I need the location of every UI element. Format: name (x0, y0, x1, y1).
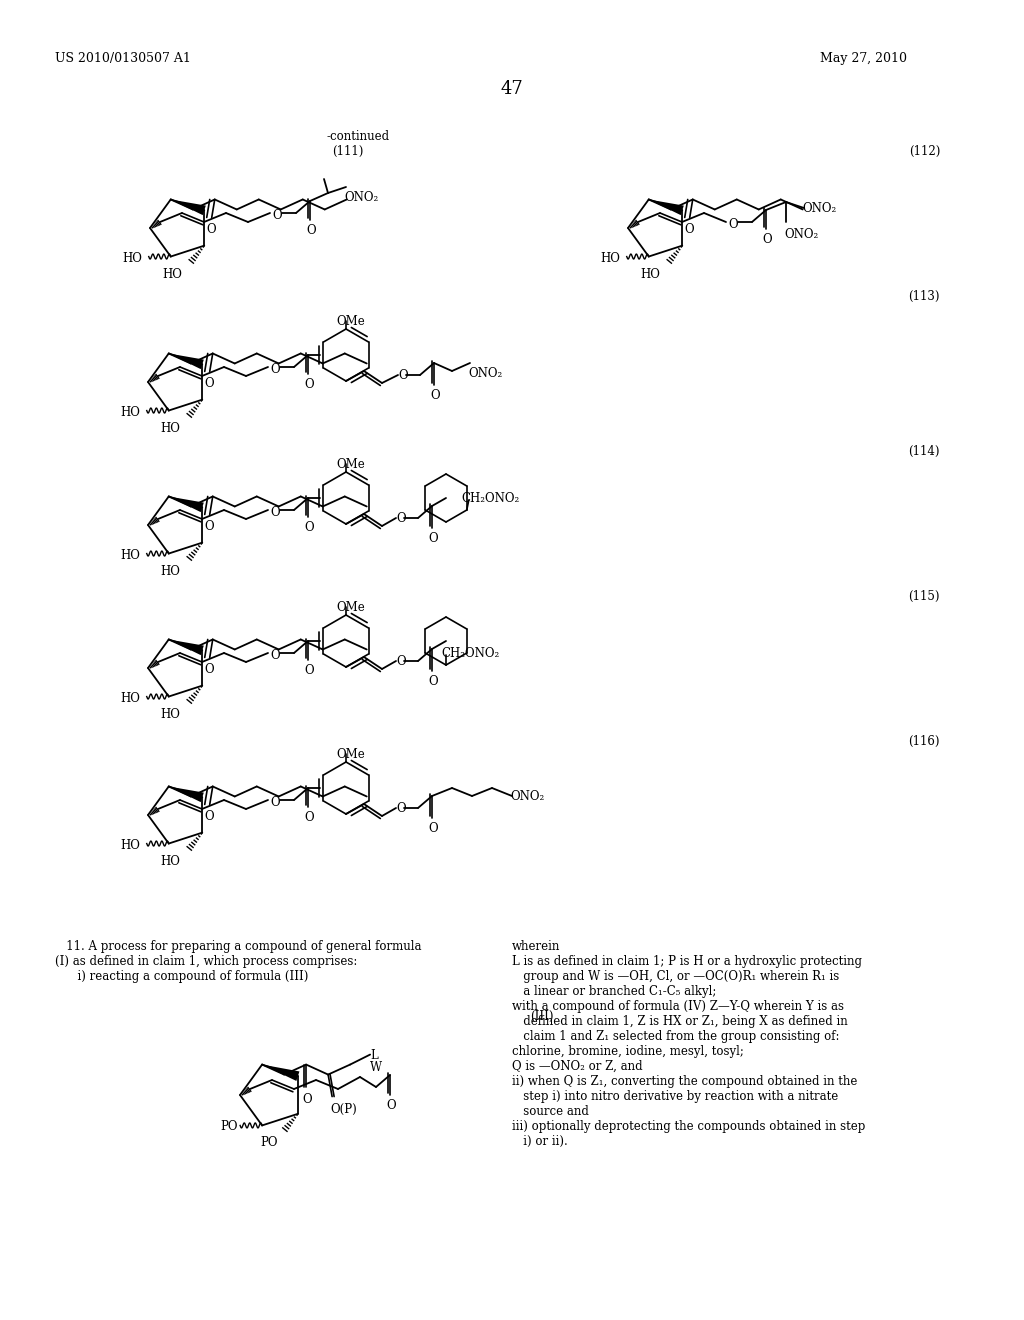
Text: ONO₂: ONO₂ (344, 191, 378, 205)
Text: i) or ii).: i) or ii). (512, 1135, 567, 1148)
Text: O: O (304, 664, 313, 677)
Text: O: O (302, 1093, 311, 1106)
Text: O(P): O(P) (330, 1102, 356, 1115)
Text: with a compound of formula (IV) Z—Y-Q wherein Y is as: with a compound of formula (IV) Z—Y-Q wh… (512, 1001, 844, 1012)
Text: -continued: -continued (327, 129, 389, 143)
Polygon shape (171, 199, 206, 215)
Text: O: O (205, 664, 214, 676)
Text: HO: HO (601, 252, 621, 264)
Text: HO: HO (121, 405, 140, 418)
Text: O: O (428, 675, 437, 688)
Text: (114): (114) (908, 445, 940, 458)
Text: O: O (728, 218, 737, 231)
Text: CH₂ONO₂: CH₂ONO₂ (462, 492, 520, 506)
Text: (III): (III) (530, 1010, 554, 1023)
Text: ONO₂: ONO₂ (468, 367, 502, 380)
Text: HO: HO (123, 252, 142, 264)
Text: O: O (306, 224, 315, 238)
Text: O: O (304, 378, 313, 391)
Text: HO: HO (121, 692, 140, 705)
Text: L: L (370, 1048, 378, 1061)
Text: HO: HO (161, 565, 180, 578)
Text: US 2010/0130507 A1: US 2010/0130507 A1 (55, 51, 190, 65)
Text: a linear or branched C₁-C₅ alkyl;: a linear or branched C₁-C₅ alkyl; (512, 985, 717, 998)
Text: step i) into nitro derivative by reaction with a nitrate: step i) into nitro derivative by reactio… (512, 1090, 839, 1104)
Text: O: O (685, 223, 694, 236)
Text: (111): (111) (333, 145, 364, 158)
Text: O: O (398, 370, 408, 381)
Text: PO: PO (220, 1121, 238, 1134)
Text: W: W (370, 1061, 382, 1074)
Text: HO: HO (161, 421, 180, 434)
Text: HO: HO (161, 708, 180, 721)
Text: (112): (112) (908, 145, 940, 158)
Text: O: O (270, 506, 280, 519)
Text: (113): (113) (908, 290, 940, 304)
Text: CH₂ONO₂: CH₂ONO₂ (441, 647, 500, 660)
Text: i) reacting a compound of formula (III): i) reacting a compound of formula (III) (55, 970, 308, 983)
Polygon shape (169, 787, 204, 803)
Text: O: O (270, 649, 280, 663)
Text: O: O (396, 803, 406, 814)
Text: O: O (205, 378, 214, 391)
Polygon shape (169, 354, 204, 370)
Text: O: O (396, 655, 406, 668)
Text: O: O (386, 1100, 395, 1111)
Text: O: O (207, 223, 216, 236)
Text: iii) optionally deprotecting the compounds obtained in step: iii) optionally deprotecting the compoun… (512, 1119, 865, 1133)
Text: L is as defined in claim 1; P is H or a hydroxylic protecting: L is as defined in claim 1; P is H or a … (512, 954, 862, 968)
Text: defined in claim 1, Z is HX or Z₁, being X as defined in: defined in claim 1, Z is HX or Z₁, being… (512, 1015, 848, 1028)
Text: ONO₂: ONO₂ (510, 789, 544, 803)
Text: ONO₂: ONO₂ (784, 228, 818, 242)
Text: PO: PO (260, 1135, 278, 1148)
Text: wherein: wherein (512, 940, 560, 953)
Text: O: O (396, 512, 406, 525)
Text: OMe: OMe (336, 601, 365, 614)
Text: O: O (205, 520, 214, 533)
Text: HO: HO (162, 268, 182, 281)
Text: May 27, 2010: May 27, 2010 (820, 51, 907, 65)
Text: HO: HO (121, 549, 140, 561)
Text: O: O (272, 209, 282, 222)
Text: (I) as defined in claim 1, which process comprises:: (I) as defined in claim 1, which process… (55, 954, 357, 968)
Text: O: O (304, 521, 313, 535)
Text: O: O (428, 532, 437, 545)
Text: claim 1 and Z₁ selected from the group consisting of:: claim 1 and Z₁ selected from the group c… (512, 1030, 840, 1043)
Text: HO: HO (640, 268, 660, 281)
Text: group and W is —OH, Cl, or —OC(O)R₁ wherein R₁ is: group and W is —OH, Cl, or —OC(O)R₁ wher… (512, 970, 840, 983)
Text: O: O (430, 389, 439, 403)
Text: 47: 47 (501, 81, 523, 98)
Text: (115): (115) (908, 590, 940, 603)
Text: O: O (428, 822, 437, 836)
Text: OMe: OMe (336, 315, 365, 327)
Text: O: O (205, 810, 214, 824)
Text: O: O (304, 810, 313, 824)
Text: ii) when Q is Z₁, converting the compound obtained in the: ii) when Q is Z₁, converting the compoun… (512, 1074, 857, 1088)
Text: O: O (270, 796, 280, 809)
Text: 11. A process for preparing a compound of general formula: 11. A process for preparing a compound o… (55, 940, 422, 953)
Polygon shape (169, 496, 204, 512)
Polygon shape (262, 1064, 299, 1081)
Polygon shape (169, 639, 204, 655)
Text: O: O (270, 363, 280, 376)
Text: HO: HO (161, 854, 180, 867)
Text: ONO₂: ONO₂ (802, 202, 837, 215)
Polygon shape (649, 199, 684, 215)
Text: (116): (116) (908, 735, 940, 748)
Text: Q is —ONO₂ or Z, and: Q is —ONO₂ or Z, and (512, 1060, 643, 1073)
Text: OMe: OMe (336, 458, 365, 471)
Text: O: O (762, 234, 772, 246)
Text: HO: HO (121, 838, 140, 851)
Text: OMe: OMe (336, 748, 365, 762)
Text: chlorine, bromine, iodine, mesyl, tosyl;: chlorine, bromine, iodine, mesyl, tosyl; (512, 1045, 743, 1059)
Text: source and: source and (512, 1105, 589, 1118)
